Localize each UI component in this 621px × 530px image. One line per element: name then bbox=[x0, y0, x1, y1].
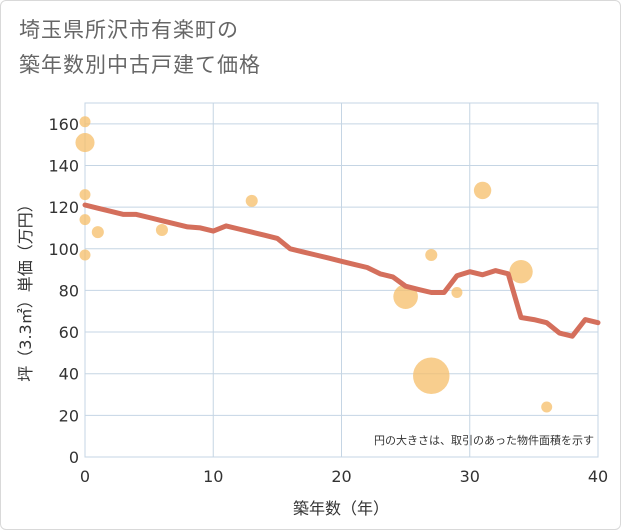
y-tick-label: 0 bbox=[69, 448, 79, 467]
chart-title-line-2: 築年数別中古戸建て価格 bbox=[19, 53, 261, 77]
chart-title: 埼玉県所沢市有楽町の 築年数別中古戸建て価格 bbox=[19, 13, 261, 83]
y-tick-label: 120 bbox=[48, 198, 79, 217]
chart-note: 円の大きさは、取引のあった物件面積を示す bbox=[374, 433, 594, 447]
y-tick-label: 160 bbox=[48, 115, 79, 134]
y-axis-label: 坪（3.3㎡）単価（万円） bbox=[16, 196, 35, 381]
data-bubble bbox=[393, 284, 418, 309]
x-axis-label: 築年数（年） bbox=[293, 499, 389, 518]
trend-series bbox=[82, 202, 601, 339]
data-bubble bbox=[509, 260, 533, 284]
data-bubble bbox=[413, 357, 450, 395]
data-bubble bbox=[79, 189, 91, 201]
data-bubble bbox=[79, 116, 91, 128]
x-tick-label: 0 bbox=[80, 467, 90, 486]
y-tick-label: 60 bbox=[59, 323, 79, 342]
data-bubble bbox=[541, 401, 553, 413]
data-bubble bbox=[75, 133, 95, 153]
chart-title-line-1: 埼玉県所沢市有楽町の bbox=[19, 18, 239, 42]
y-tick-label: 20 bbox=[59, 406, 79, 425]
data-bubble bbox=[473, 181, 492, 200]
x-tick-label: 10 bbox=[203, 467, 223, 486]
x-tick-label: 40 bbox=[588, 467, 608, 486]
y-tick-label: 40 bbox=[59, 365, 79, 384]
data-bubble bbox=[155, 223, 168, 237]
data-bubble bbox=[245, 194, 258, 207]
y-tick-label: 140 bbox=[48, 156, 79, 175]
x-tick-label: 30 bbox=[460, 467, 480, 486]
data-bubble bbox=[451, 286, 463, 298]
data-bubble bbox=[79, 214, 91, 226]
x-tick-label: 20 bbox=[331, 467, 351, 486]
bubble-series bbox=[75, 116, 553, 413]
x-axis-ticks: 0 10 20 30 40 bbox=[80, 467, 608, 486]
y-tick-label: 80 bbox=[59, 281, 79, 300]
data-bubble bbox=[79, 249, 91, 261]
grid-lines bbox=[84, 102, 599, 458]
data-bubble bbox=[91, 226, 104, 239]
y-axis-ticks: 0 20 40 60 80 100 120 140 160 bbox=[48, 115, 79, 467]
data-bubble bbox=[425, 248, 438, 262]
y-tick-label: 100 bbox=[48, 240, 79, 259]
trend-line bbox=[82, 202, 601, 339]
